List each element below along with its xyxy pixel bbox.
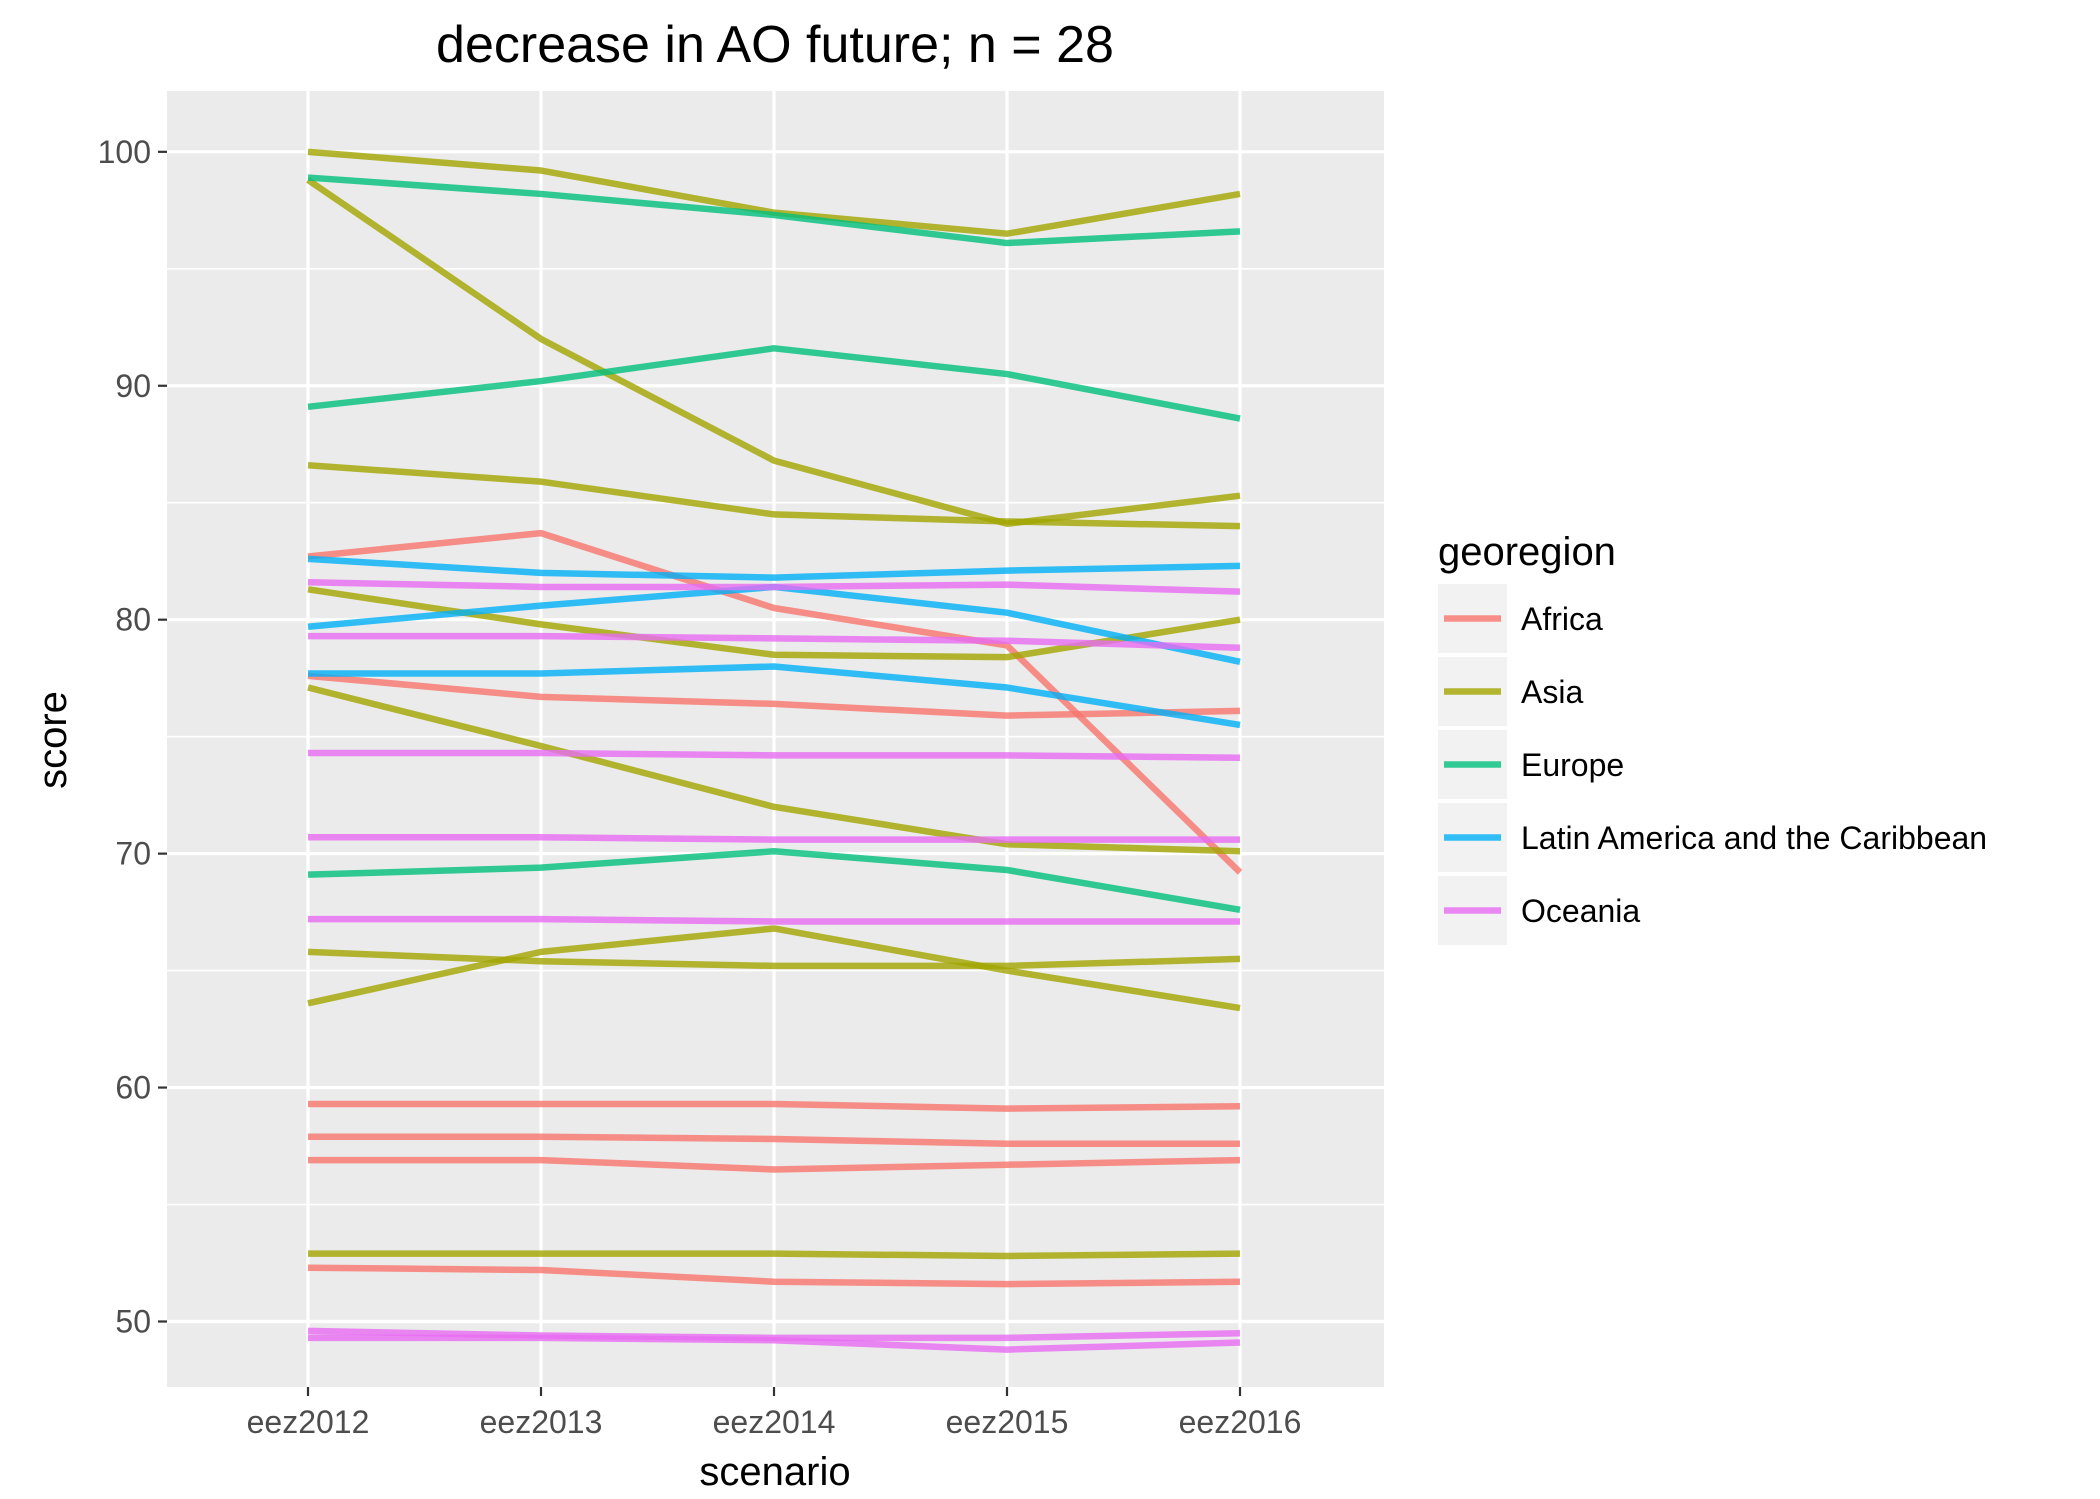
x-axis-title: scenario: [699, 1450, 850, 1494]
series-line: [307, 684, 1241, 855]
legend-title: georegion: [1438, 530, 1616, 574]
series-line: [307, 848, 1241, 913]
series-line: [308, 1250, 1241, 1260]
series-line: [308, 663, 1241, 729]
series-line: [307, 345, 1241, 422]
chart-title: decrease in AO future; n = 28: [436, 16, 1114, 74]
legend-keys: Africa Asia Europe Latin America and the Ca…: [1438, 584, 1987, 945]
x-tick-label: eez2013: [480, 1404, 603, 1440]
legend: georegion Africa Asia Europe Latin America …: [1438, 530, 1987, 945]
legend-label: Latin America and the Caribbean: [1521, 820, 1987, 856]
y-axis: 50 60 70 80 90 100: [98, 134, 167, 1339]
x-axis: eez2012 eez2013 eez2014 eez2015 eez2016: [247, 1387, 1302, 1440]
series-line: [307, 1264, 1241, 1288]
x-tick-label: eez2016: [1179, 1404, 1302, 1440]
legend-label: Oceania: [1521, 893, 1640, 929]
x-tick-label: eez2014: [713, 1404, 836, 1440]
series-line: [308, 834, 1240, 843]
series-line: [306, 177, 1241, 528]
series-line: [307, 529, 1243, 875]
series-line: [307, 948, 1241, 970]
legend-label: Africa: [1521, 601, 1603, 637]
series-line: [307, 579, 1241, 595]
series-line: [308, 915, 1240, 925]
series-line: [308, 632, 1241, 652]
y-tick-label: 50: [115, 1303, 151, 1339]
series-line: [308, 1156, 1241, 1173]
series-line: [308, 1100, 1241, 1112]
series-line: [307, 462, 1241, 530]
y-tick-label: 80: [115, 602, 151, 638]
y-tick-label: 60: [115, 1070, 151, 1106]
x-tick-label: eez2012: [247, 1404, 370, 1440]
series-line: [307, 555, 1241, 581]
legend-label: Asia: [1521, 674, 1583, 710]
legend-label: Europe: [1521, 747, 1624, 783]
y-tick-label: 70: [115, 836, 151, 872]
series-line: [308, 749, 1241, 761]
series-line: [307, 925, 1241, 1012]
series-line: [308, 1133, 1240, 1147]
y-tick-label: 90: [115, 368, 151, 404]
y-tick-label: 100: [98, 134, 151, 170]
series-line: [307, 174, 1241, 247]
series-line: [307, 672, 1241, 719]
x-tick-label: eez2015: [946, 1404, 1069, 1440]
y-axis-title: score: [31, 691, 75, 789]
series-line: [308, 1334, 1241, 1353]
series-lines: [306, 148, 1243, 1353]
